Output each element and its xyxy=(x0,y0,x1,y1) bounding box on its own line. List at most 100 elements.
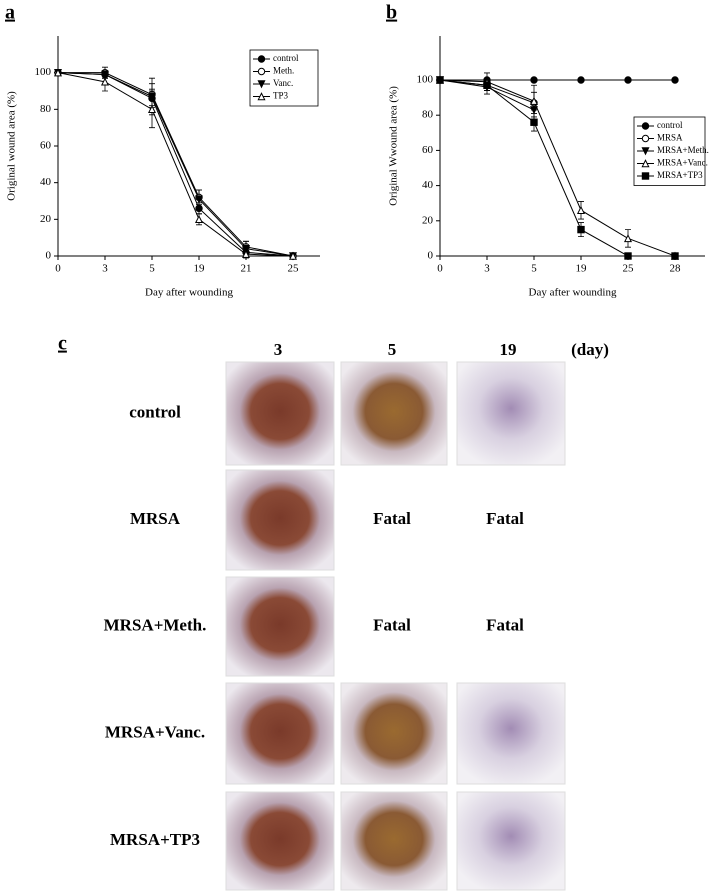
marker xyxy=(624,76,632,84)
column-header: 3 xyxy=(274,340,283,359)
marker xyxy=(529,96,539,105)
legend-label: MRSA+Meth. xyxy=(657,145,709,155)
x-tick-label: 0 xyxy=(437,263,443,275)
marker xyxy=(288,251,298,260)
wound-photo xyxy=(340,791,448,891)
marker xyxy=(194,195,204,204)
x-tick-label: 19 xyxy=(576,263,588,275)
fatal-label: Fatal xyxy=(373,615,411,634)
wound-photo xyxy=(225,791,335,891)
x-axis-label: Day after wounding xyxy=(145,287,233,299)
column-header: 19 xyxy=(500,340,517,359)
x-tick-label: 3 xyxy=(102,263,108,275)
y-tick-label: 20 xyxy=(40,213,52,225)
fatal-label: Fatal xyxy=(486,615,524,634)
legend-label: TP3 xyxy=(273,91,289,101)
x-tick-label: 3 xyxy=(484,263,490,275)
legend-label: MRSA+TP3 xyxy=(657,170,703,180)
y-tick-label: 100 xyxy=(35,66,52,78)
legend-label: MRSA xyxy=(657,133,683,143)
wound-photo xyxy=(340,361,448,466)
marker xyxy=(641,122,650,130)
wound-photo xyxy=(340,682,448,785)
line xyxy=(439,79,676,257)
row-label: MRSA+Vanc. xyxy=(105,722,205,741)
marker xyxy=(641,147,650,156)
marker xyxy=(257,80,266,89)
marker xyxy=(641,159,650,168)
panel-label: b xyxy=(386,2,397,24)
y-tick-label: 0 xyxy=(46,250,52,262)
x-tick-label: 5 xyxy=(531,263,537,275)
line xyxy=(439,79,675,257)
marker xyxy=(624,252,632,260)
x-tick-label: 0 xyxy=(55,263,61,275)
wound-photo xyxy=(225,361,335,466)
marker xyxy=(671,252,679,260)
wound-photo xyxy=(225,469,335,571)
y-tick-label: 40 xyxy=(40,176,52,188)
marker xyxy=(483,81,491,89)
x-tick-label: 28 xyxy=(670,263,682,275)
wound-photo xyxy=(456,361,566,466)
row-label: MRSA+TP3 xyxy=(110,830,200,849)
row-label: MRSA+Meth. xyxy=(104,615,207,634)
row-label: control xyxy=(129,402,181,421)
y-axis-label: Original Wwound area (%) xyxy=(388,86,400,206)
marker xyxy=(241,249,251,258)
marker xyxy=(576,205,586,214)
x-axis-label: Day after wounding xyxy=(529,287,617,299)
marker xyxy=(194,215,204,224)
line xyxy=(57,72,294,257)
y-tick-label: 100 xyxy=(417,74,434,86)
unit-label: (day) xyxy=(571,340,609,359)
y-tick-label: 60 xyxy=(40,140,52,152)
fatal-label: Fatal xyxy=(373,509,411,528)
marker xyxy=(53,68,63,77)
line xyxy=(58,72,294,257)
y-tick-label: 0 xyxy=(428,250,434,262)
y-tick-label: 80 xyxy=(422,109,434,121)
marker xyxy=(257,92,266,101)
x-tick-label: 21 xyxy=(241,263,252,275)
y-tick-label: 60 xyxy=(422,144,434,156)
marker xyxy=(241,244,251,253)
legend-label: Meth. xyxy=(273,66,294,76)
legend-label: MRSA+Vanc. xyxy=(657,158,708,168)
marker xyxy=(577,225,585,234)
x-tick-label: 5 xyxy=(149,263,155,275)
marker xyxy=(257,67,266,76)
wound-photo xyxy=(456,791,566,891)
marker xyxy=(257,55,266,63)
marker xyxy=(641,172,650,180)
y-tick-label: 20 xyxy=(422,214,434,226)
y-tick-label: 40 xyxy=(422,179,434,191)
x-tick-label: 25 xyxy=(623,263,635,275)
wound-photo xyxy=(456,682,566,785)
fatal-label: Fatal xyxy=(486,509,524,528)
wound-photo xyxy=(225,682,335,785)
x-tick-label: 19 xyxy=(194,263,206,275)
panel-label: c xyxy=(58,333,67,355)
marker xyxy=(641,134,650,143)
line xyxy=(57,72,294,257)
marker xyxy=(623,234,633,243)
marker xyxy=(100,77,110,86)
column-header: 5 xyxy=(388,340,397,359)
row-label: MRSA xyxy=(130,509,181,528)
marker xyxy=(436,76,444,84)
marker xyxy=(671,76,679,84)
x-tick-label: 25 xyxy=(288,263,300,275)
legend-label: Vanc. xyxy=(273,78,293,88)
marker xyxy=(147,105,157,114)
legend-label: control xyxy=(657,120,683,130)
marker xyxy=(530,118,538,126)
wound-photo xyxy=(225,576,335,677)
marker xyxy=(530,76,538,84)
y-axis-label: Original wound area (%) xyxy=(6,91,18,201)
panel-label: a xyxy=(5,2,15,24)
y-tick-label: 80 xyxy=(40,103,52,115)
legend-label: control xyxy=(273,53,299,63)
marker xyxy=(577,76,585,84)
